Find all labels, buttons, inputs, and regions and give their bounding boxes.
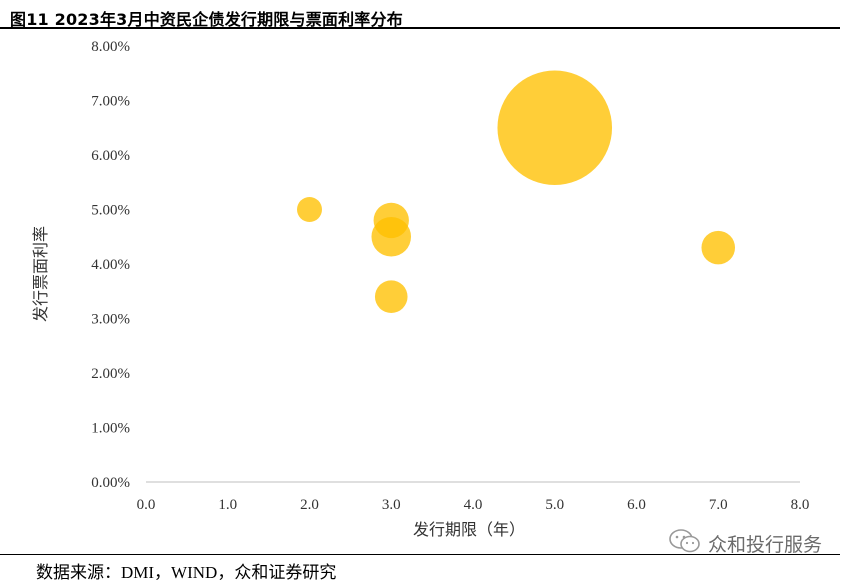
source-rule [0, 554, 840, 555]
figure-title: 图11 2023年3月中资民企债发行期限与票面利率分布 [10, 10, 403, 29]
y-tick-label: 0.00% [91, 475, 130, 491]
x-tick-label: 3.0 [382, 497, 401, 513]
bubble-point [297, 197, 322, 222]
x-axis-ticks: 0.0 1.0 2.0 3.0 4.0 5.0 6.0 7.0 8.0 [137, 497, 810, 513]
x-tick-label: 4.0 [464, 497, 483, 513]
x-tick-label: 7.0 [709, 497, 728, 513]
bubble-point [373, 202, 409, 239]
y-tick-label: 5.00% [91, 203, 130, 219]
bubble-point [497, 70, 613, 186]
watermark-text: 众和投行服务 [708, 533, 823, 556]
y-tick-label: 6.00% [91, 148, 130, 164]
title-rule [0, 27, 840, 29]
x-tick-label: 1.0 [218, 497, 237, 513]
bubble-chart: 0.00% 1.00% 2.00% 3.00% 4.00% 5.00% 6.00% 7.00%… [31, 39, 810, 539]
watermark: 众和投行服务 [668, 527, 822, 559]
y-tick-label: 8.00% [91, 39, 130, 55]
wechat-icon [668, 527, 702, 559]
bubble-point [701, 230, 736, 265]
x-tick-label: 5.0 [545, 497, 564, 513]
y-tick-label: 2.00% [91, 366, 130, 382]
x-axis-label: 发行期限（年） [413, 520, 525, 539]
x-tick-label: 0.0 [137, 497, 156, 513]
x-tick-label: 2.0 [300, 497, 319, 513]
y-tick-label: 3.00% [91, 312, 130, 328]
y-tick-label: 1.00% [91, 421, 130, 437]
bubble-series [297, 70, 736, 313]
y-axis-ticks: 0.00% 1.00% 2.00% 3.00% 4.00% 5.00% 6.00% 7.00%… [91, 39, 130, 491]
y-axis-label: 发行票面利率 [31, 226, 50, 322]
source-note: 数据来源：DMI，WIND，众和证券研究 [36, 563, 337, 582]
x-tick-label: 8.0 [791, 497, 810, 513]
y-tick-label: 7.00% [91, 94, 130, 110]
x-tick-label: 6.0 [627, 497, 646, 513]
y-tick-label: 4.00% [91, 257, 130, 273]
bubble-point [374, 280, 408, 313]
